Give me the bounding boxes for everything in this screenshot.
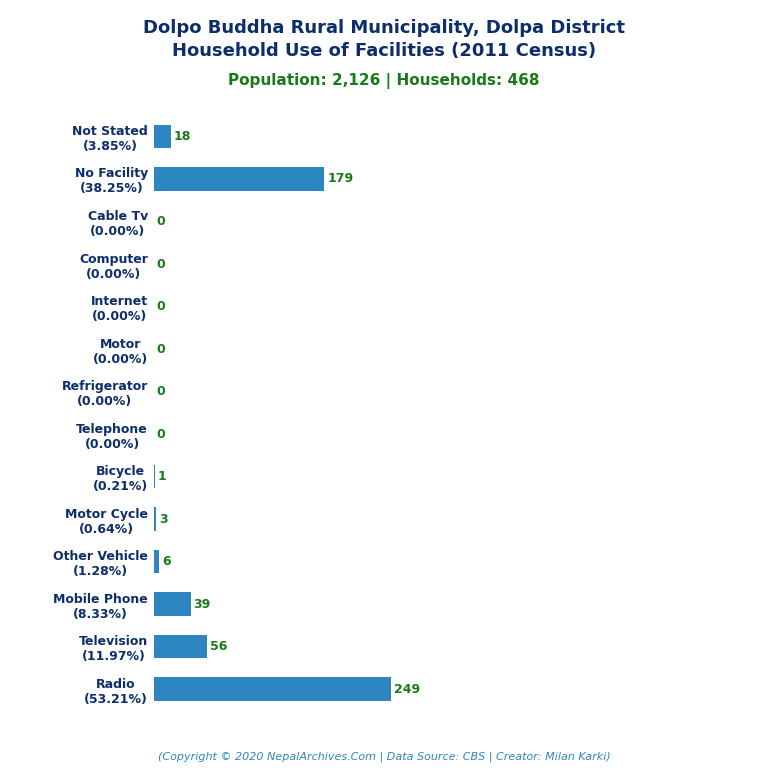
- Text: 18: 18: [174, 130, 191, 143]
- Text: 249: 249: [394, 683, 420, 696]
- Text: 0: 0: [157, 257, 165, 270]
- Text: 3: 3: [159, 512, 168, 525]
- Text: Population: 2,126 | Households: 468: Population: 2,126 | Households: 468: [228, 73, 540, 89]
- Bar: [154, 508, 157, 531]
- Text: 6: 6: [162, 555, 170, 568]
- Text: 0: 0: [157, 215, 165, 228]
- Text: 1: 1: [157, 470, 166, 483]
- Text: 0: 0: [157, 385, 165, 398]
- Bar: [154, 635, 207, 658]
- Bar: [154, 124, 170, 148]
- Text: 0: 0: [157, 428, 165, 441]
- Bar: [154, 167, 324, 190]
- Text: 179: 179: [327, 173, 353, 186]
- Text: 0: 0: [157, 343, 165, 356]
- Bar: [154, 677, 391, 700]
- Text: Dolpo Buddha Rural Municipality, Dolpa District: Dolpo Buddha Rural Municipality, Dolpa D…: [143, 19, 625, 37]
- Text: (Copyright © 2020 NepalArchives.Com | Data Source: CBS | Creator: Milan Karki): (Copyright © 2020 NepalArchives.Com | Da…: [157, 751, 611, 762]
- Text: 0: 0: [157, 300, 165, 313]
- Text: Household Use of Facilities (2011 Census): Household Use of Facilities (2011 Census…: [172, 42, 596, 60]
- Text: 56: 56: [210, 640, 227, 653]
- Bar: [154, 592, 190, 616]
- Text: 39: 39: [194, 598, 211, 611]
- Bar: [154, 550, 159, 573]
